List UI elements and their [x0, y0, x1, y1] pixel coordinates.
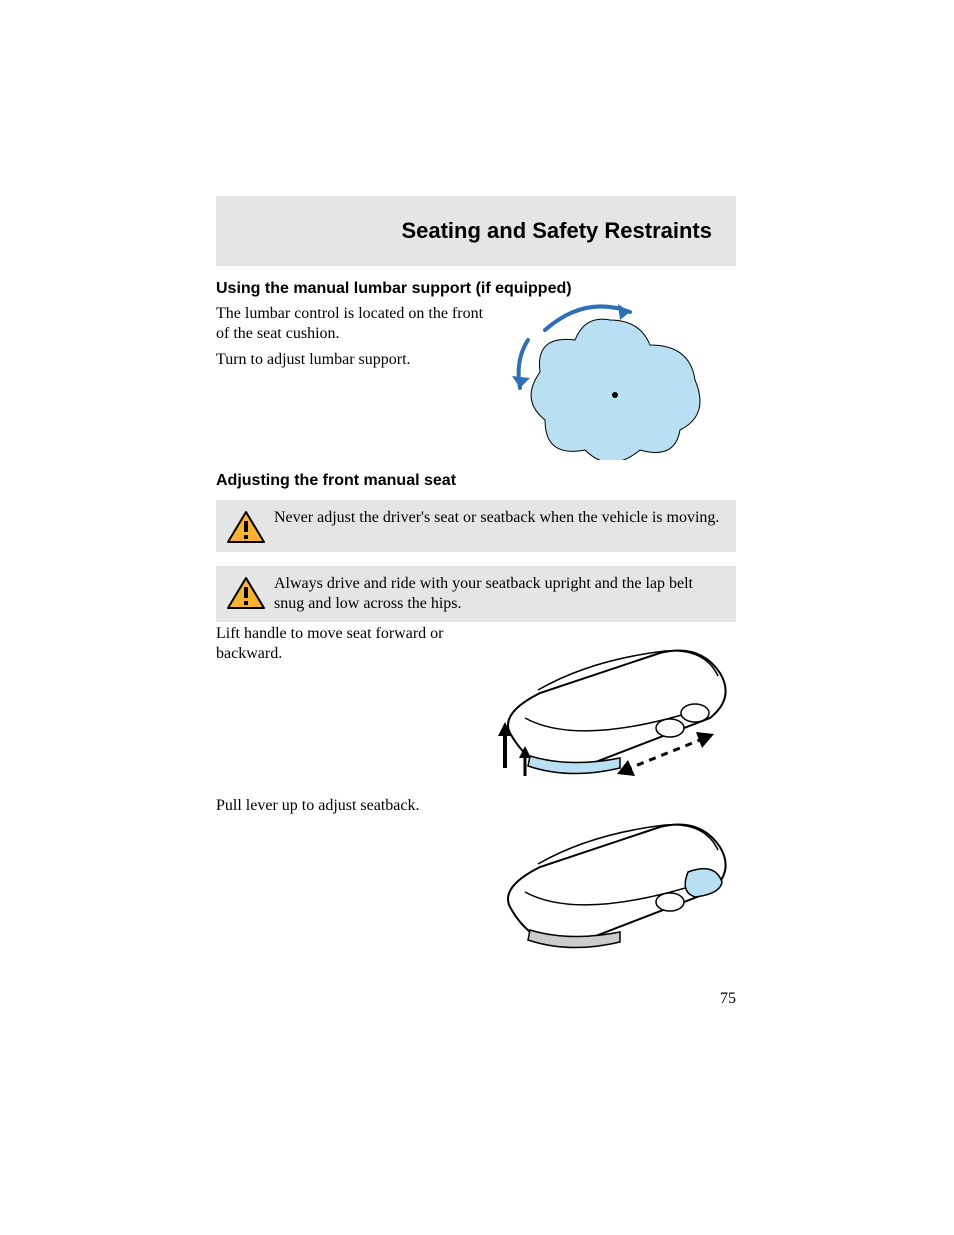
para-lumbar-location: The lumbar control is located on the fro…: [216, 304, 486, 344]
warning-box-1: Never adjust the driver's seat or seatba…: [216, 500, 736, 552]
chapter-title: Seating and Safety Restraints: [401, 218, 712, 244]
manual-page: Seating and Safety Restraints Using the …: [0, 0, 954, 1235]
figure-seat-lever: [470, 792, 740, 962]
figure-seat-handle: [470, 618, 740, 788]
page-number: 75: [720, 990, 736, 1008]
warning-icon: [226, 576, 266, 610]
warning-text-2: Always drive and ride with your seatback…: [274, 574, 726, 614]
warning-text-1: Never adjust the driver's seat or seatba…: [274, 508, 719, 528]
warning-box-1-wrap: Never adjust the driver's seat or seatba…: [216, 500, 736, 636]
seat-handle-svg: [470, 618, 740, 788]
seat-lever-svg: [470, 792, 740, 962]
lumbar-knob-svg: [490, 300, 720, 460]
figure-lumbar-knob: [490, 300, 720, 460]
subhead-lumbar: Using the manual lumbar support (if equi…: [216, 280, 736, 298]
warning-icon: [226, 510, 266, 544]
section-front-seat: Adjusting the front manual seat: [216, 472, 736, 496]
para-pull-lever: Pull lever up to adjust seatback.: [216, 796, 476, 816]
subhead-front-seat: Adjusting the front manual seat: [216, 472, 736, 490]
para-lift-handle: Lift handle to move seat forward or back…: [216, 624, 476, 664]
warning-box-2: Always drive and ride with your seatback…: [216, 566, 736, 622]
para-lumbar-turn: Turn to adjust lumbar support.: [216, 350, 486, 370]
chapter-header-band: Seating and Safety Restraints: [216, 196, 736, 266]
